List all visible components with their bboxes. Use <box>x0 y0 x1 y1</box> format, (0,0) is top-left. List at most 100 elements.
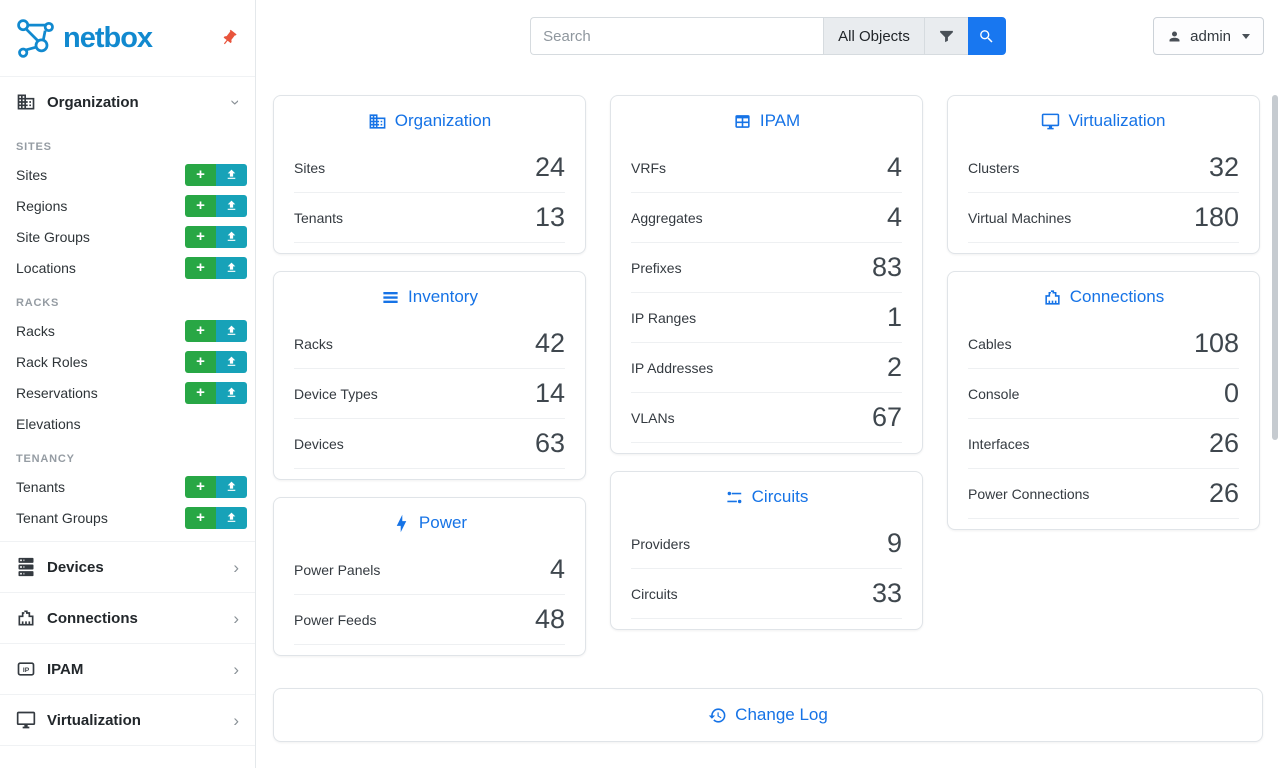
add-button[interactable]: + <box>185 319 216 342</box>
stat-value: 48 <box>534 604 565 634</box>
netbox-wordmark: netbox <box>63 21 153 54</box>
sidebar-link-label[interactable]: Rack Roles <box>16 353 88 370</box>
sidebar-link-elevations: Elevations <box>0 408 255 439</box>
card-title-connections[interactable]: Connections <box>948 272 1259 319</box>
sidebar-link-label[interactable]: Tenants <box>16 478 66 495</box>
card-title-virtualization[interactable]: Virtualization <box>948 96 1259 143</box>
sidebar-item-devices[interactable]: Devices › <box>0 541 255 592</box>
add-button[interactable]: + <box>185 350 216 373</box>
stat-link[interactable]: IP Ranges <box>631 309 697 326</box>
stat-link[interactable]: Racks <box>294 335 333 352</box>
inventory-icon <box>381 288 400 307</box>
stat-link[interactable]: IP Addresses <box>631 359 714 376</box>
card-ipam: IPAM VRFs 4 Aggregates 4 Prefixes <box>610 95 923 454</box>
stat-link[interactable]: Prefixes <box>631 259 682 276</box>
sidebar-link-label[interactable]: Regions <box>16 197 68 214</box>
object-type-button[interactable]: All Objects <box>823 17 924 55</box>
stat-value: 42 <box>534 328 565 358</box>
netbox-logo-icon <box>14 16 58 60</box>
stat-link[interactable]: VLANs <box>631 409 675 426</box>
import-button[interactable] <box>216 350 247 373</box>
stat-link[interactable]: Power Connections <box>968 485 1090 502</box>
filter-button[interactable] <box>923 17 968 55</box>
group-title-tenancy: TENANCY <box>16 453 75 465</box>
stat-row: Racks 42 <box>294 319 565 369</box>
import-button[interactable] <box>216 506 247 529</box>
stat-row: Circuits 33 <box>631 569 902 619</box>
stat-link[interactable]: VRFs <box>631 159 666 176</box>
add-button[interactable]: + <box>185 256 216 279</box>
import-button[interactable] <box>216 225 247 248</box>
stat-link[interactable]: Tenants <box>294 209 344 226</box>
sidebar-link-label[interactable]: Sites <box>16 166 48 183</box>
stat-value: 32 <box>1208 152 1239 182</box>
sidebar-link-sites: Sites + <box>0 159 255 190</box>
import-button[interactable] <box>216 475 247 498</box>
stat-link[interactable]: Devices <box>294 435 344 452</box>
search-input[interactable] <box>530 17 824 55</box>
stat-link[interactable]: Console <box>968 385 1020 402</box>
search-submit-button[interactable] <box>967 17 1006 55</box>
stat-value: 67 <box>871 402 902 432</box>
card-title-power[interactable]: Power <box>274 498 585 545</box>
add-button[interactable]: + <box>185 225 216 248</box>
import-button[interactable] <box>216 381 247 404</box>
stat-row: Tenants 13 <box>294 193 565 243</box>
stat-link[interactable]: Cables <box>968 335 1012 352</box>
stat-link[interactable]: Providers <box>631 535 691 552</box>
stat-link[interactable]: Sites <box>294 159 326 176</box>
stat-value: 33 <box>871 578 902 608</box>
stat-row: VRFs 4 <box>631 143 902 193</box>
search-wrap: All Objects <box>256 17 1280 55</box>
sidebar-link-label[interactable]: Racks <box>16 322 55 339</box>
sidebar-link-label[interactable]: Site Groups <box>16 228 90 245</box>
pin-icon[interactable] <box>217 26 241 50</box>
sidebar-link-label[interactable]: Elevations <box>16 415 81 432</box>
card-title-ipam[interactable]: IPAM <box>611 96 922 143</box>
ipam-icon: IP <box>16 659 36 679</box>
card-title-organization[interactable]: Organization <box>274 96 585 143</box>
sidebar-link-rack-roles: Rack Roles + <box>0 346 255 377</box>
add-button[interactable]: + <box>185 163 216 186</box>
sidebar-link-locations: Locations + <box>0 252 255 283</box>
add-button[interactable]: + <box>185 381 216 404</box>
card-connections: Connections Cables 108 Console 0 Interfa… <box>947 271 1260 530</box>
quick-buttons: + <box>185 163 247 186</box>
stat-link[interactable]: Clusters <box>968 159 1020 176</box>
sidebar-link-label[interactable]: Locations <box>16 259 76 276</box>
stat-link[interactable]: Power Panels <box>294 561 381 578</box>
card-title-changelog[interactable]: Change Log <box>274 689 1262 741</box>
stat-link[interactable]: Aggregates <box>631 209 703 226</box>
sidebar-item-connections[interactable]: Connections › <box>0 592 255 643</box>
stat-row: Device Types 14 <box>294 369 565 419</box>
scrollbar[interactable] <box>1272 95 1278 440</box>
stat-link[interactable]: Virtual Machines <box>968 209 1072 226</box>
sidebar-item-ipam[interactable]: IP IPAM › <box>0 643 255 694</box>
card-circuits: Circuits Providers 9 Circuits 33 <box>610 471 923 630</box>
stat-link[interactable]: Power Feeds <box>294 611 377 628</box>
card-title-circuits[interactable]: Circuits <box>611 472 922 519</box>
stat-link[interactable]: Device Types <box>294 385 378 402</box>
stat-link[interactable]: Circuits <box>631 585 678 602</box>
import-button[interactable] <box>216 319 247 342</box>
sidebar-item-virtualization[interactable]: Virtualization › <box>0 694 255 746</box>
card-virtualization: Virtualization Clusters 32 Virtual Machi… <box>947 95 1260 254</box>
dashboard-column-3: Virtualization Clusters 32 Virtual Machi… <box>947 95 1260 656</box>
import-button[interactable] <box>216 256 247 279</box>
import-button[interactable] <box>216 194 247 217</box>
card-title-inventory[interactable]: Inventory <box>274 272 585 319</box>
add-button[interactable]: + <box>185 194 216 217</box>
add-button[interactable]: + <box>185 506 216 529</box>
sidebar-item-organization[interactable]: Organization › <box>0 76 255 127</box>
sidebar-item-label: Virtualization <box>47 711 141 729</box>
stat-link[interactable]: Interfaces <box>968 435 1030 452</box>
sidebar-link-label[interactable]: Reservations <box>16 384 98 401</box>
sidebar-link-tenant-groups: Tenant Groups + <box>0 502 255 533</box>
netbox-logo[interactable]: netbox <box>14 16 153 60</box>
stat-value: 83 <box>871 252 902 282</box>
add-button[interactable]: + <box>185 475 216 498</box>
user-menu-button[interactable]: admin <box>1153 17 1264 55</box>
sidebar-link-label[interactable]: Tenant Groups <box>16 509 108 526</box>
import-button[interactable] <box>216 163 247 186</box>
stat-row: Cables 108 <box>968 319 1239 369</box>
